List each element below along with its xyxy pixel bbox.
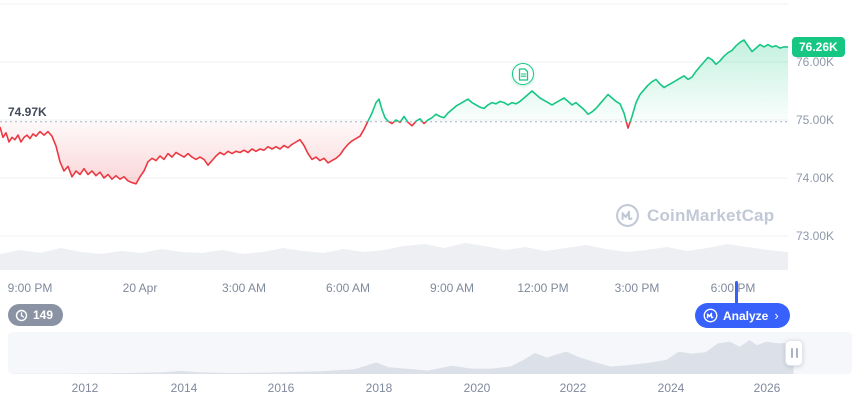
year-tick-label: 2018 <box>365 381 393 395</box>
year-tick-label: 2012 <box>71 381 99 395</box>
document-icon <box>518 67 528 81</box>
y-tick-label: 76.00K <box>796 55 835 69</box>
x-tick-label: 3:00 PM <box>614 281 660 295</box>
x-tick-label: 9:00 PM <box>7 281 53 295</box>
current-price-badge: 76.26K <box>792 36 845 57</box>
annotations-count-badge[interactable]: 149 <box>8 304 64 326</box>
analyze-label: Analyze <box>723 308 769 323</box>
year-tick-label: 2026 <box>753 381 781 395</box>
history-area-chart <box>12 340 794 374</box>
coinmarketcap-watermark: CoinMarketCap <box>615 203 774 228</box>
coinmarketcap-logo-icon <box>616 204 639 227</box>
chevron-right-icon: › <box>774 308 779 323</box>
news-annotation-marker[interactable] <box>512 63 534 85</box>
year-tick-label: 2022 <box>559 381 587 395</box>
x-tick-label: 9:00 AM <box>429 281 475 295</box>
price-chart-area[interactable]: 76.00K 75.00K 74.00K 73.00K 74.97K 76.26K C… <box>0 0 860 272</box>
baseline-price-label: 74.97K <box>8 105 47 119</box>
watermark-text: CoinMarketCap <box>647 205 775 225</box>
y-tick-label: 74.00K <box>796 171 835 185</box>
history-clock-icon <box>15 309 28 321</box>
x-tick-label: 20 Apr <box>122 281 158 295</box>
year-tick-label: 2016 <box>267 381 295 395</box>
price-line-chart[interactable] <box>0 0 790 272</box>
year-tick-label: 2014 <box>170 381 198 395</box>
analyze-button[interactable]: Analyze › <box>695 303 790 328</box>
timeline-drag-handle[interactable] <box>785 340 803 366</box>
x-tick-label: 6:00 AM <box>325 281 371 295</box>
y-tick-label: 75.00K <box>796 113 835 127</box>
year-tick-label: 2024 <box>657 381 685 395</box>
annotations-count: 149 <box>33 308 54 322</box>
year-tick-label: 2020 <box>463 381 491 395</box>
x-tick-label: 12:00 PM <box>517 281 569 295</box>
x-tick-label: 3:00 AM <box>221 281 267 295</box>
x-tick-label: 6:00 PM <box>710 281 756 295</box>
timeline-scrubber[interactable] <box>8 332 852 374</box>
coinmarketcap-logo-icon <box>703 308 718 323</box>
time-cursor-indicator <box>735 281 738 305</box>
y-tick-label: 73.00K <box>796 229 835 243</box>
